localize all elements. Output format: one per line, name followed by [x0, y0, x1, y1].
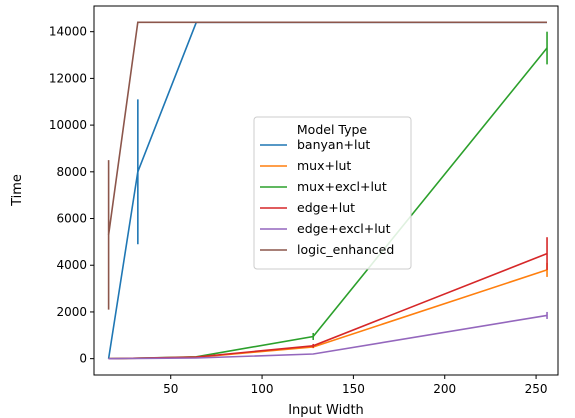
- x-axis-label: Input Width: [288, 403, 364, 418]
- x-tick-label: 100: [251, 382, 274, 396]
- legend-title: Model Type: [297, 122, 368, 137]
- x-tick-label: 250: [525, 382, 548, 396]
- series-line: [108, 314, 548, 360]
- y-tick-label: 14000: [49, 25, 87, 39]
- legend-items: banyan+lut mux+lut mux+excl+lut edge+lut edg…: [260, 137, 394, 257]
- legend-label: edge+excl+lut: [297, 221, 391, 236]
- legend-item-edge-lut: edge+lut: [260, 200, 355, 215]
- y-tick-label: 0: [79, 352, 87, 366]
- legend-label: mux+excl+lut: [297, 179, 387, 194]
- x-tick-label: 50: [163, 382, 178, 396]
- legend: Model Type banyan+lut mux+lut mux+excl+lut…: [253, 116, 412, 270]
- legend-item-edge-excl-lut: edge+excl+lut: [260, 221, 391, 236]
- plot-frame: [93, 5, 559, 376]
- x-ticks: 50 100 150 200 250: [163, 375, 548, 396]
- y-tick-label: 12000: [49, 71, 87, 85]
- y-tick-label: 4000: [56, 258, 87, 272]
- y-tick-label: 10000: [49, 118, 87, 132]
- legend-label: banyan+lut: [297, 137, 370, 152]
- legend-item-logic-enhanced: logic_enhanced: [260, 242, 394, 257]
- y-axis-label: Time: [10, 174, 25, 207]
- x-tick-label: 150: [342, 382, 365, 396]
- x-tick-label: 200: [433, 382, 456, 396]
- legend-label: mux+lut: [297, 158, 351, 173]
- legend-item-mux-excl-lut: mux+excl+lut: [260, 179, 387, 194]
- legend-box: [253, 116, 412, 270]
- axes-layer: [93, 5, 559, 376]
- y-tick-label: 6000: [56, 212, 87, 226]
- y-tick-label: 8000: [56, 165, 87, 179]
- legend-item-mux-lut: mux+lut: [260, 158, 351, 173]
- series-edge-excl-lut: [108, 311, 548, 360]
- y-tick-label: 2000: [56, 305, 87, 319]
- series-logic-enhanced: [107, 21, 547, 310]
- legend-label: logic_enhanced: [297, 242, 394, 257]
- series-line: [107, 21, 547, 236]
- legend-label: edge+lut: [297, 200, 355, 215]
- legend-item-banyan-lut: banyan+lut: [260, 137, 370, 152]
- y-ticks: 0 2000 4000 6000 8000 10000 12000 14000: [49, 25, 94, 366]
